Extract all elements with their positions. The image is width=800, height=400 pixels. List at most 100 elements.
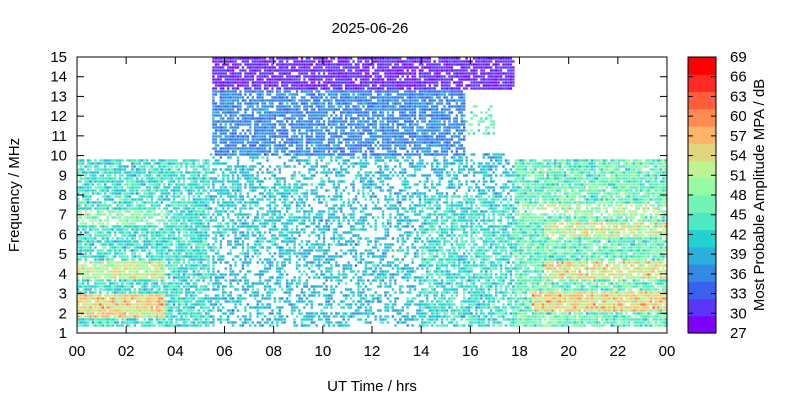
data-point bbox=[251, 249, 254, 252]
data-point bbox=[185, 186, 188, 189]
data-point bbox=[158, 255, 161, 258]
data-point bbox=[278, 72, 282, 75]
data-point bbox=[79, 282, 82, 285]
data-point bbox=[192, 258, 195, 261]
data-point bbox=[271, 141, 274, 144]
data-point bbox=[293, 129, 296, 132]
data-point bbox=[219, 93, 223, 96]
data-point bbox=[249, 174, 252, 177]
data-point bbox=[158, 276, 161, 279]
data-point bbox=[99, 267, 102, 270]
data-point bbox=[276, 108, 279, 111]
data-point bbox=[121, 303, 124, 306]
data-point bbox=[303, 108, 306, 111]
data-point bbox=[241, 60, 245, 63]
data-point bbox=[256, 261, 259, 264]
data-point bbox=[266, 258, 269, 261]
data-point bbox=[310, 294, 313, 297]
data-point bbox=[229, 201, 232, 204]
data-point bbox=[180, 252, 183, 255]
data-point bbox=[77, 306, 80, 309]
data-point bbox=[290, 237, 294, 240]
data-point bbox=[91, 264, 95, 267]
data-point bbox=[285, 135, 289, 138]
data-point bbox=[187, 324, 191, 327]
data-point bbox=[86, 198, 90, 201]
data-point bbox=[222, 150, 225, 153]
data-point bbox=[317, 114, 321, 117]
data-point bbox=[126, 159, 129, 162]
data-point bbox=[199, 258, 203, 261]
data-point bbox=[163, 324, 166, 327]
data-point bbox=[263, 57, 267, 60]
data-point bbox=[310, 87, 313, 90]
data-point bbox=[158, 309, 161, 312]
data-point bbox=[226, 57, 230, 60]
data-point bbox=[160, 255, 164, 258]
data-point bbox=[268, 291, 272, 294]
data-point bbox=[212, 249, 215, 252]
data-point bbox=[249, 312, 252, 315]
data-point bbox=[197, 246, 200, 249]
data-point bbox=[104, 225, 107, 228]
data-point bbox=[170, 258, 173, 261]
data-point bbox=[261, 156, 264, 159]
data-point bbox=[273, 141, 277, 144]
data-point bbox=[295, 120, 299, 123]
data-point bbox=[305, 84, 309, 87]
data-point bbox=[158, 246, 161, 249]
data-point bbox=[190, 225, 193, 228]
data-point bbox=[89, 219, 92, 222]
data-point bbox=[79, 243, 82, 246]
data-point bbox=[293, 246, 296, 249]
data-point bbox=[251, 111, 254, 114]
data-point bbox=[177, 186, 181, 189]
data-point bbox=[256, 174, 259, 177]
data-point bbox=[84, 174, 87, 177]
data-point bbox=[263, 117, 267, 120]
data-point bbox=[214, 135, 218, 138]
data-point bbox=[170, 291, 173, 294]
data-point bbox=[273, 99, 277, 102]
data-point bbox=[133, 162, 136, 165]
data-point bbox=[118, 213, 122, 216]
data-point bbox=[246, 243, 250, 246]
data-point bbox=[192, 318, 195, 321]
data-point bbox=[305, 315, 309, 318]
data-point bbox=[136, 168, 139, 171]
data-point bbox=[199, 180, 203, 183]
data-point bbox=[254, 297, 257, 300]
data-point bbox=[231, 96, 235, 99]
data-point bbox=[209, 315, 213, 318]
data-point bbox=[195, 231, 198, 234]
data-point bbox=[136, 186, 139, 189]
data-point bbox=[118, 195, 122, 198]
data-point bbox=[160, 258, 164, 261]
data-point bbox=[217, 306, 220, 309]
data-point bbox=[258, 108, 262, 111]
data-point bbox=[268, 303, 272, 306]
data-point bbox=[268, 204, 272, 207]
data-point bbox=[180, 270, 183, 273]
data-point bbox=[108, 240, 112, 243]
data-point bbox=[305, 111, 309, 114]
data-point bbox=[133, 228, 136, 231]
data-point bbox=[234, 150, 237, 153]
data-point bbox=[163, 255, 166, 258]
data-point bbox=[158, 312, 161, 315]
data-point bbox=[295, 87, 299, 90]
data-point bbox=[315, 273, 318, 276]
data-point bbox=[308, 147, 311, 150]
data-point bbox=[293, 186, 296, 189]
data-point bbox=[145, 177, 149, 180]
data-point bbox=[310, 90, 313, 93]
data-point bbox=[249, 177, 252, 180]
data-point bbox=[234, 99, 237, 102]
data-point bbox=[77, 219, 80, 222]
data-point bbox=[236, 78, 240, 81]
data-point bbox=[222, 216, 225, 219]
data-point bbox=[140, 294, 144, 297]
data-point bbox=[170, 165, 173, 168]
data-point bbox=[160, 228, 164, 231]
data-point bbox=[185, 318, 188, 321]
